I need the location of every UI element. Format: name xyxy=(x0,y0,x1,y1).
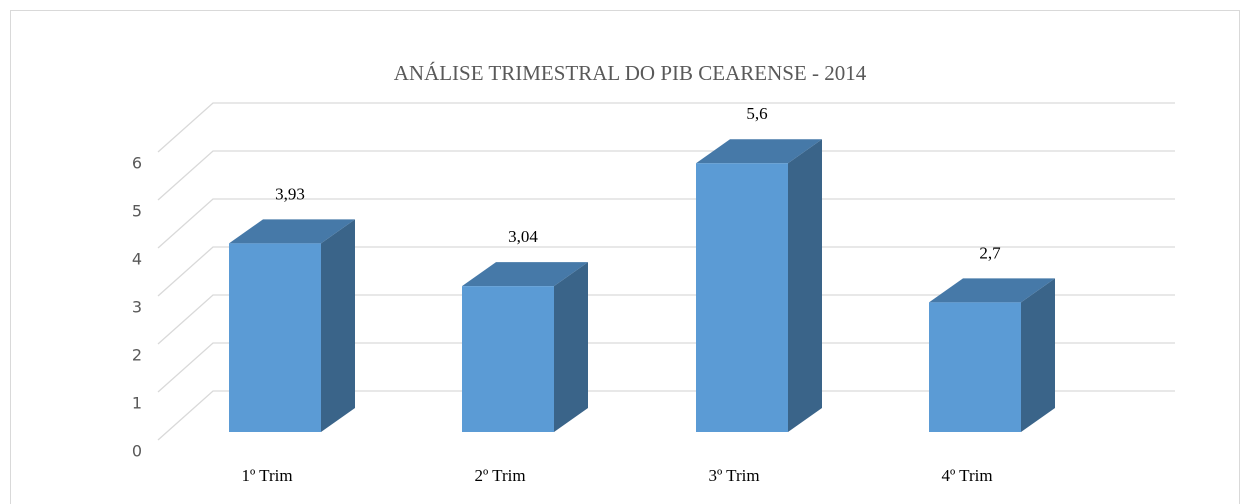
bar-front xyxy=(229,243,321,432)
x-tick-label: 3º Trim xyxy=(708,466,759,485)
bar-side xyxy=(321,219,355,432)
y-tick-label: 2 xyxy=(132,346,142,365)
bar-front xyxy=(929,302,1021,432)
bar xyxy=(229,219,355,432)
x-tick-label: 1º Trim xyxy=(241,466,292,485)
grid-line xyxy=(157,102,1175,153)
bar-front xyxy=(696,163,788,432)
bar-top xyxy=(462,262,588,287)
bar-front xyxy=(462,286,554,432)
y-tick-label: 5 xyxy=(132,202,142,221)
bar-top xyxy=(229,219,355,244)
value-label: 3,04 xyxy=(508,227,538,246)
chart-title: ANÁLISE TRIMESTRAL DO PIB CEARENSE - 201… xyxy=(394,61,867,85)
x-tick-label: 4º Trim xyxy=(941,466,992,485)
grid-line xyxy=(157,390,1175,441)
value-label: 2,7 xyxy=(979,243,1001,262)
bar-top xyxy=(929,278,1055,303)
grid-line xyxy=(157,150,1175,201)
bar-side xyxy=(788,139,822,432)
x-tick-label: 2º Trim xyxy=(474,466,525,485)
bar-side xyxy=(1021,278,1055,432)
y-tick-label: 3 xyxy=(132,298,142,317)
grid-line xyxy=(157,246,1175,297)
value-label: 3,93 xyxy=(275,184,305,203)
bar xyxy=(696,139,822,432)
y-tick-label: 6 xyxy=(132,154,142,173)
bar-top xyxy=(696,139,822,164)
bar-side xyxy=(554,262,588,432)
bar xyxy=(462,262,588,432)
y-tick-label: 0 xyxy=(132,442,142,461)
grid-line xyxy=(157,294,1175,345)
grid-line xyxy=(157,198,1175,249)
y-tick-label: 1 xyxy=(132,394,142,413)
bar xyxy=(929,278,1055,432)
y-tick-label: 4 xyxy=(132,250,142,269)
value-label: 5,6 xyxy=(746,104,767,123)
grid-line xyxy=(157,342,1175,393)
